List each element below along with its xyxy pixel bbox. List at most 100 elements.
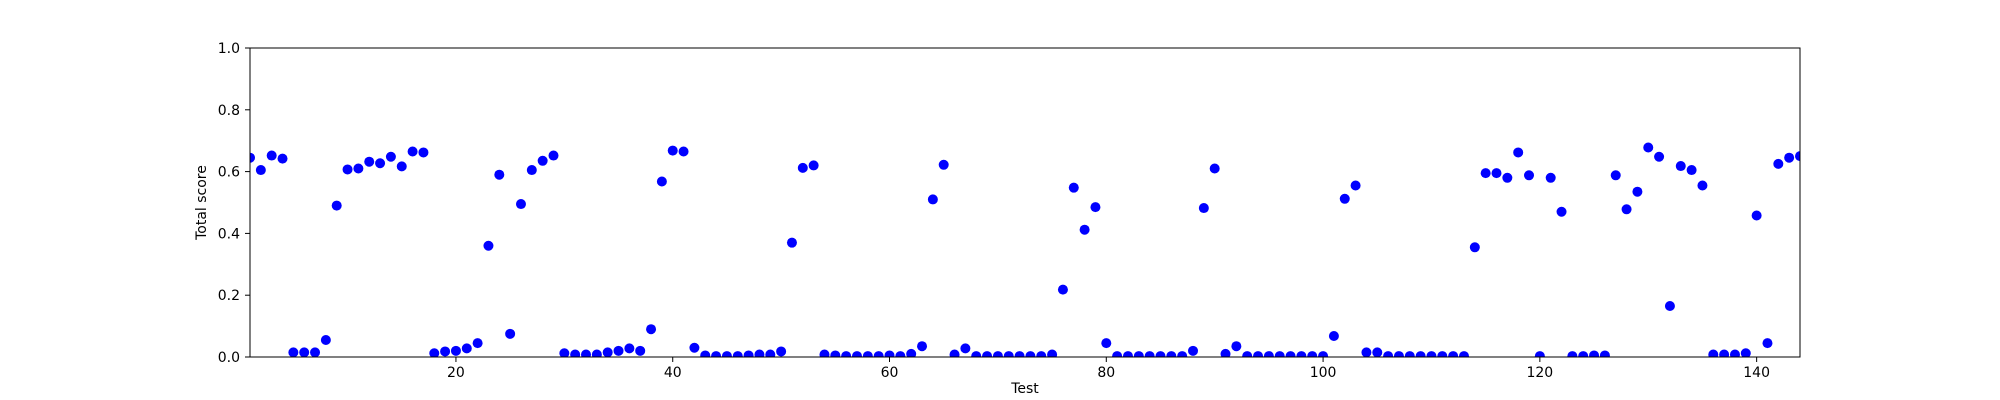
x-tick-label: 100	[1310, 365, 1337, 381]
y-tick-label: 0.6	[218, 165, 240, 181]
data-point	[1209, 163, 1220, 174]
data-point	[364, 156, 375, 167]
data-point	[1773, 158, 1784, 169]
data-point	[1166, 351, 1177, 357]
data-point	[1036, 351, 1047, 357]
data-point	[1383, 351, 1394, 357]
data-point	[266, 150, 277, 161]
data-point	[1231, 341, 1242, 352]
x-tick-label: 60	[881, 365, 899, 381]
data-point	[418, 147, 429, 158]
data-point	[851, 351, 862, 357]
data-point	[1795, 151, 1800, 162]
data-point	[526, 165, 537, 176]
x-axis-label: Test	[1010, 381, 1039, 397]
data-point	[927, 194, 938, 205]
x-tick-label: 20	[447, 365, 465, 381]
data-point	[320, 335, 331, 345]
data-point	[255, 165, 266, 176]
data-point	[1133, 351, 1144, 357]
data-point	[472, 338, 483, 349]
data-point	[1556, 206, 1567, 217]
data-point	[396, 161, 407, 172]
y-tick-label: 0.4	[218, 226, 240, 242]
data-point	[917, 341, 928, 352]
data-point	[494, 169, 505, 180]
data-point	[700, 350, 711, 357]
data-point	[873, 351, 884, 357]
data-point	[938, 159, 949, 170]
data-point	[1003, 351, 1014, 357]
y-tick-label: 0.8	[218, 103, 240, 119]
data-point	[1285, 351, 1296, 357]
data-point	[1263, 351, 1274, 357]
data-point	[1318, 351, 1329, 357]
data-point	[711, 351, 722, 357]
data-point	[613, 345, 624, 356]
data-point	[776, 346, 787, 357]
data-point	[1393, 351, 1404, 357]
data-point	[1404, 351, 1415, 357]
data-point	[1274, 351, 1285, 357]
x-tick-label: 40	[664, 365, 682, 381]
data-point	[678, 146, 689, 157]
data-point	[1177, 351, 1188, 357]
data-point	[732, 351, 743, 357]
data-point	[1632, 186, 1643, 197]
data-point	[288, 347, 299, 357]
y-tick-label: 0.2	[218, 288, 240, 304]
data-point	[797, 162, 808, 173]
data-point	[1328, 330, 1339, 341]
data-point	[1155, 351, 1166, 357]
data-point	[982, 351, 993, 357]
data-point	[1599, 350, 1610, 357]
data-point	[1079, 224, 1090, 235]
data-point	[1220, 348, 1231, 357]
data-point	[310, 347, 321, 357]
data-point	[559, 348, 570, 357]
x-axis-ticks: 20 40 60 80 100 120 140	[447, 357, 1770, 381]
data-point	[1491, 168, 1502, 179]
data-point	[1686, 165, 1697, 176]
data-point	[1415, 351, 1426, 357]
data-point	[353, 163, 364, 174]
data-point	[1025, 351, 1036, 357]
data-point	[992, 351, 1003, 357]
data-point	[581, 349, 592, 357]
data-point	[1242, 351, 1253, 357]
data-point	[1350, 180, 1361, 191]
data-point	[1578, 351, 1589, 357]
data-point	[1545, 172, 1556, 183]
data-point	[1621, 204, 1632, 215]
data-point	[1513, 147, 1524, 158]
data-point	[1534, 351, 1545, 357]
data-point	[1697, 180, 1708, 191]
data-point	[483, 240, 494, 251]
data-point	[765, 349, 776, 357]
data-points	[250, 142, 1800, 357]
data-point	[342, 164, 353, 175]
data-point	[808, 160, 819, 171]
data-point	[1101, 338, 1112, 349]
x-tick-label: 120	[1526, 365, 1553, 381]
data-point	[1751, 210, 1762, 221]
data-point	[1014, 351, 1025, 357]
data-point	[1361, 347, 1372, 357]
data-point	[537, 155, 548, 166]
data-point	[960, 343, 971, 354]
data-point	[1339, 193, 1350, 204]
data-point	[429, 348, 440, 357]
data-point	[1426, 351, 1437, 357]
data-point	[895, 351, 906, 357]
data-point	[1567, 351, 1578, 357]
data-point	[277, 153, 288, 164]
data-point	[1643, 142, 1654, 153]
data-point	[721, 351, 732, 357]
data-point	[1253, 351, 1264, 357]
data-point	[505, 328, 516, 339]
y-axis-ticks: 0.0 0.2 0.4 0.6 0.8 1.0	[218, 41, 250, 366]
data-point	[602, 347, 613, 357]
data-point	[1654, 151, 1665, 162]
data-point	[1480, 168, 1491, 179]
